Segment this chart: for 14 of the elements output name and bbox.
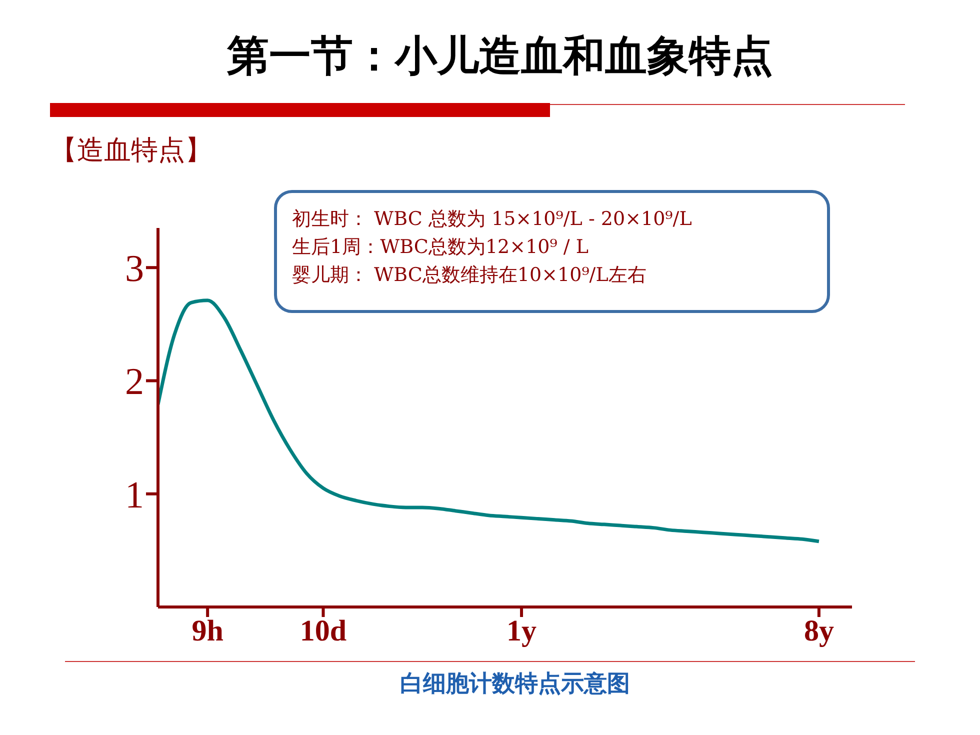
x-tick-label: 9h xyxy=(192,614,224,648)
y-tick-label: 2 xyxy=(125,361,144,404)
y-tick-label: 3 xyxy=(125,248,144,290)
y-tick-label: 1 xyxy=(125,474,144,516)
x-tick-label: 10d xyxy=(300,614,347,648)
x-tick-label: 1y xyxy=(506,614,537,648)
x-axis-title: 白细胞计数特点示意图 xyxy=(399,670,631,699)
line-series xyxy=(158,298,821,544)
x-tick-label: 8y xyxy=(804,614,834,648)
annotation: 生后1周：WBC总数为12×10⁹ / L xyxy=(292,235,590,260)
annotation: 初生时： WBC 总数为 15×10⁹/L - 20×10⁹/L xyxy=(292,207,692,232)
chart-title: 第一节：小儿造血和血象特点 xyxy=(226,30,774,82)
chart-subtitle: 【造血特点】 xyxy=(50,134,212,168)
annotation: 婴儿期： WBC总数维持在10×10⁹/L左右 xyxy=(292,263,648,288)
